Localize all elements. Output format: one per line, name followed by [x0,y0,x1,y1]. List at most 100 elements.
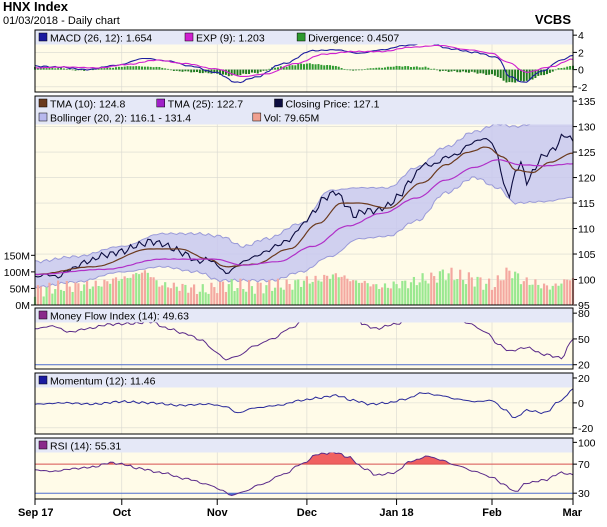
legend-label: Closing Price: 127.1 [286,99,380,111]
divergence-bar [464,69,467,73]
legend-label: EXP (9): 1.203 [196,33,265,45]
y-tick-label: 110 [578,224,595,236]
divergence-bar [519,69,522,81]
divergence-bar [528,69,531,80]
volume-bar [427,283,430,305]
divergence-bar [305,63,308,70]
divergence-bar [372,68,375,70]
legend-label: Momentum (12): 11.46 [50,376,156,388]
divergence-bar [103,68,106,70]
volume-bar [314,275,317,305]
divergence-bar [540,69,543,76]
volume-bar [551,285,554,305]
volume-bar [236,288,239,305]
divergence-bar [508,69,511,83]
y-tick-label: 20 [578,373,590,385]
volume-bar [146,272,149,305]
money-flow-panel: 80 50 20 Money Flow Index (14): 49.63 [34,307,590,372]
volume-bar [204,292,207,305]
volume-bar [39,286,42,305]
divergence-bar [462,69,465,72]
volume-bar [482,289,485,305]
volume-bar [531,284,534,305]
volume-bar [85,281,89,305]
divergence-bar [378,67,381,70]
volume-bar [331,274,335,305]
volume-bar [250,286,254,305]
volume-bar [91,286,94,305]
volume-bar [395,284,398,305]
divergence-bar [383,67,386,70]
legend-swatch-icon [252,112,262,122]
volume-bar [242,289,245,305]
divergence-bar [447,69,450,72]
volume-bar [198,291,201,305]
y-tick-label: 130 [578,122,596,134]
volume-bar [375,284,378,305]
divergence-bar [438,69,441,72]
volume-bar [97,285,100,305]
momentum-panel: 20 0 -20 Momentum (12): 11.46 [34,372,593,435]
volume-bar [392,281,395,305]
divergence-bar [398,66,401,70]
volume-bar [230,279,233,305]
divergence-bar [326,64,329,70]
divergence-bar [473,69,476,73]
chart-source: VCBS [535,12,571,27]
volume-bar [138,274,141,305]
legend-swatch-icon [184,32,194,42]
volume-bar [435,282,439,305]
volume-bar [453,280,456,305]
divergence-bar [557,68,560,70]
volume-bar [271,290,274,305]
divergence-bar [323,65,326,70]
series-line-macd [34,41,574,84]
divergence-bar [340,68,343,70]
volume-bar [476,276,479,305]
divergence-bar [65,69,68,70]
y-tick-label: -2 [578,82,587,94]
volume-bar [542,283,546,305]
volume-bar [45,287,48,305]
volume-bar [245,291,248,305]
series-line-exp [34,44,574,77]
divergence-bar [36,67,39,70]
divergence-bar [117,66,120,70]
divergence-bar [167,68,170,70]
divergence-bar [74,69,77,71]
x-tick-label: Jan 18 [379,507,413,519]
volume-bar [456,279,459,305]
legend-band [35,373,573,388]
divergence-bar [300,63,303,70]
volume-bar [444,280,447,305]
divergence-bar [360,69,363,71]
volume-bar [152,277,155,305]
volume-bar [259,282,262,305]
divergence-bar [505,69,508,83]
volume-bar [42,296,45,305]
divergence-bar [363,69,366,70]
divergence-bar [444,69,447,71]
x-tick-label: Oct [113,507,132,519]
volume-bar [114,277,118,305]
divergence-bar [366,68,369,70]
divergence-bar [152,67,155,70]
divergence-bar [91,69,94,71]
volume-bar [210,282,213,305]
divergence-bar [155,66,158,70]
divergence-bar [256,69,259,74]
divergence-bar [279,66,282,70]
divergence-bar [436,69,439,71]
divergence-bar [352,69,355,71]
divergence-bar [195,69,198,72]
volume-bar [328,278,332,305]
rsi-panel: 100 70 30 RSI (14): 55.31 [34,437,596,500]
divergence-bar [291,65,294,70]
divergence-bar [566,66,569,70]
divergence-bar [100,68,103,70]
volume-bar [219,281,222,305]
volume-bar [129,277,132,305]
divergence-bar [357,69,360,71]
legend-label: MACD (26, 12): 1.654 [50,33,152,45]
divergence-bar [239,69,242,76]
